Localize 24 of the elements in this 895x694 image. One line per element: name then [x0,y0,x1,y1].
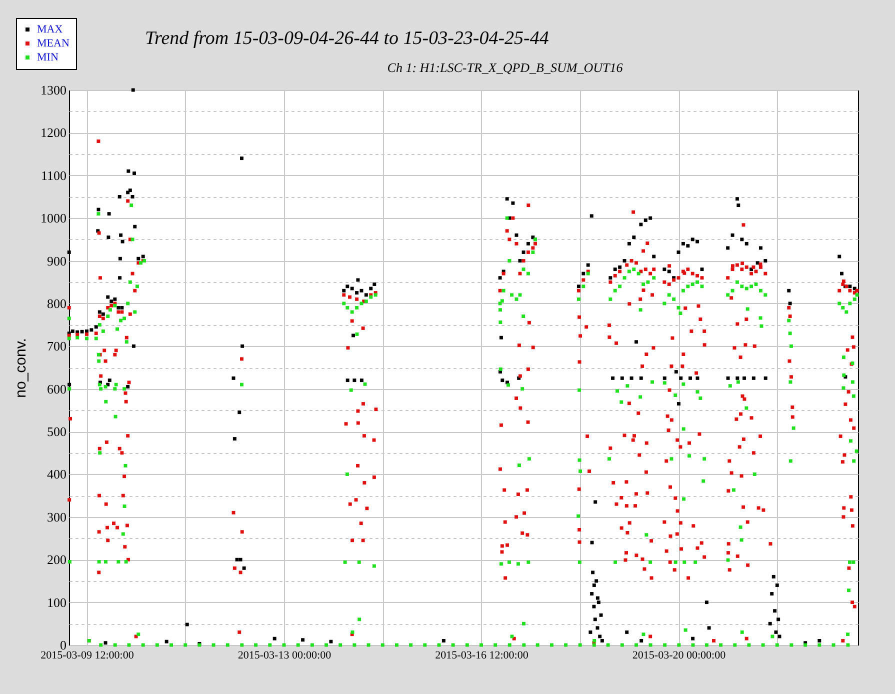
y-tick-label: 500 [47,424,66,440]
x-tick-label: 2015-03-20 00:00:00 [632,650,726,662]
y-tick-label: 1100 [40,168,66,183]
legend-label: MEAN [37,38,70,50]
y-tick-label: 700 [47,338,66,354]
y-axis-title: no_conv. [12,338,30,398]
legend-label: MAX [37,24,63,36]
y-tick-label: 100 [47,594,66,610]
x-tick-label: 2015-03-16 12:00:00 [435,650,529,662]
y-tick-label: 400 [47,466,66,482]
y-tick-label: 1300 [40,82,66,98]
x-tick-label: 2015-03-13 00:00:00 [238,650,332,662]
y-tick-label: 300 [47,509,66,524]
chart-title: Trend from 15-03-09-04-26-44 to 15-03-23-04-25-44 [145,28,550,49]
y-tick-label: 0 [60,638,66,652]
y-tick-label: 800 [47,296,66,311]
y-tick-label: 1200 [40,125,66,140]
x-tick-label: 2015-03-09 12:00:00 [40,650,134,662]
chart-subtitle: Ch 1: H1:LSC-TR_X_QPD_B_SUM_OUT16 [387,60,624,75]
legend-label: MIN [37,52,58,64]
y-tick-label: 1000 [40,210,66,226]
y-tick-label: 200 [47,552,66,568]
y-tick-label: 600 [47,381,66,396]
y-tick-label: 900 [47,253,66,268]
